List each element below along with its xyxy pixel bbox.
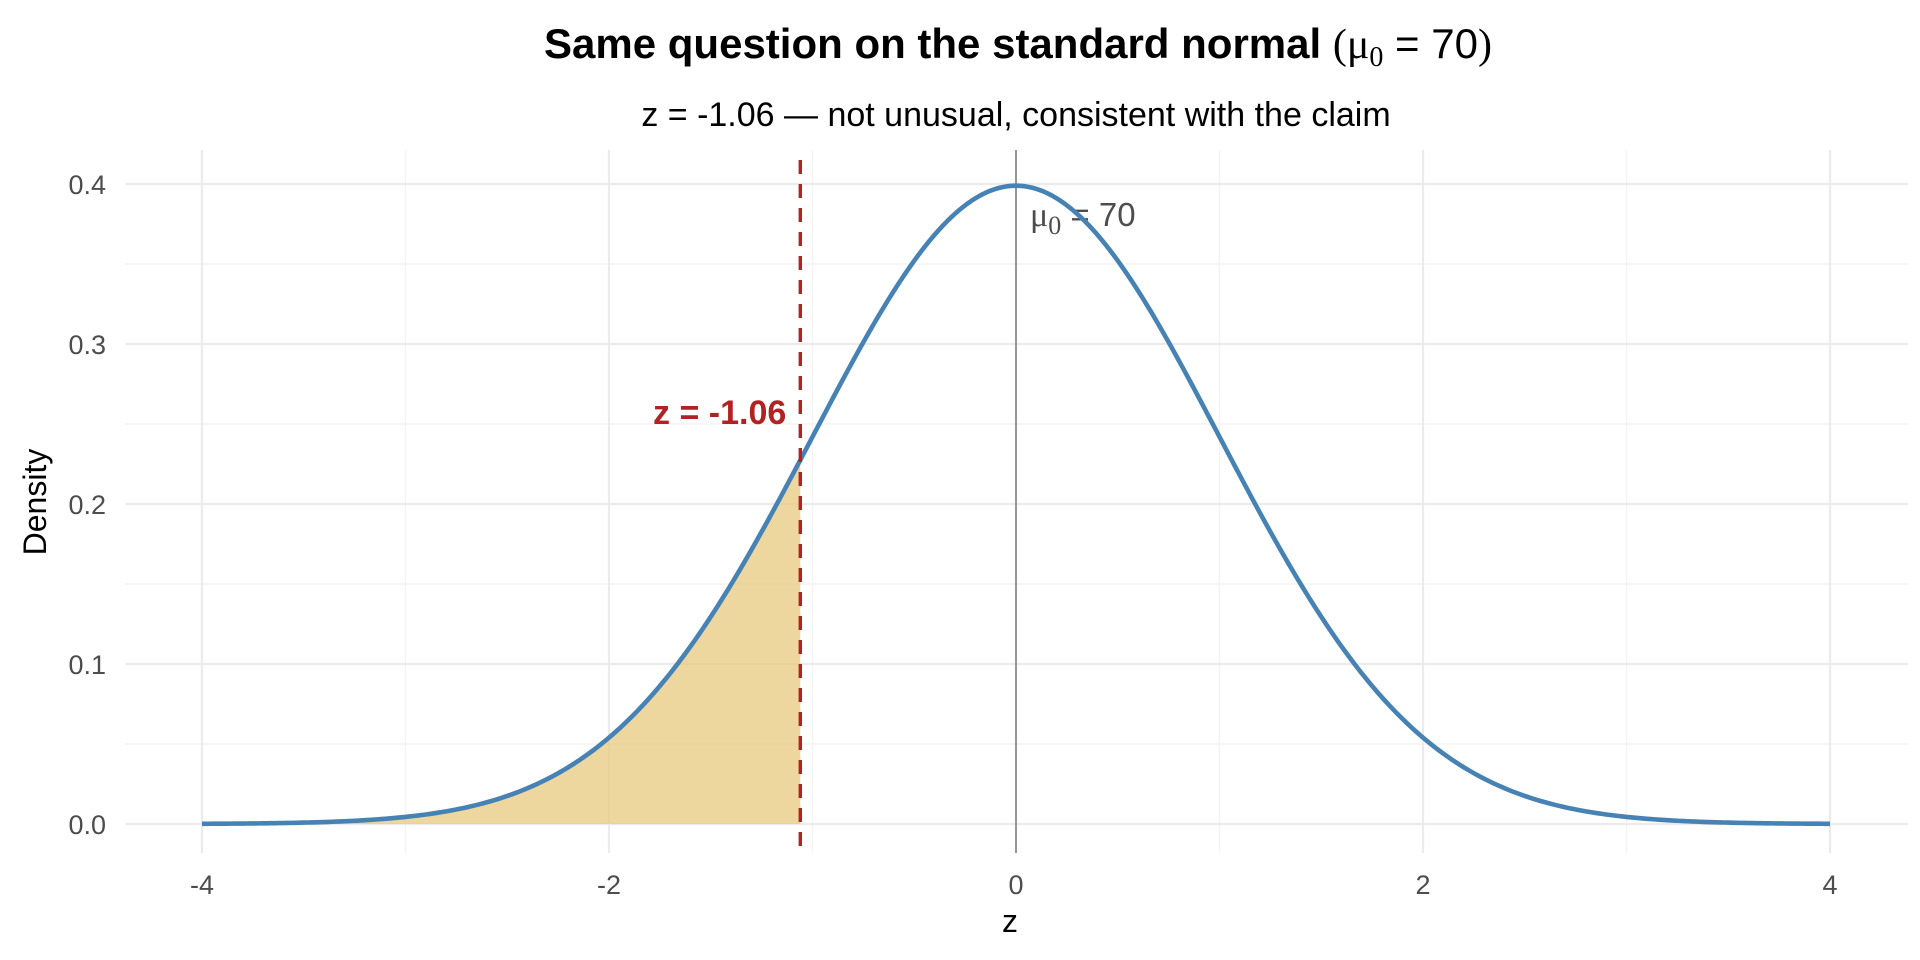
x-tick-label: -2 [597, 870, 621, 900]
chart-title: Same question on the standard normal (μ0… [544, 20, 1492, 73]
chart-subtitle: z = -1.06 — not unusual, consistent with… [641, 96, 1390, 134]
mean-label-symbol: μ [1030, 197, 1048, 234]
density-line [201, 183, 1831, 827]
x-tick-label: 0 [1008, 870, 1023, 900]
mean-label-value: = 70 [1061, 196, 1135, 233]
x-tick-label: 4 [1822, 870, 1837, 900]
x-axis-title: z [1002, 903, 1018, 939]
density-curve [201, 183, 1831, 827]
z-label: z = -1.06 [653, 394, 786, 432]
title-paren-close: ) [1478, 22, 1492, 68]
title-mu-subscript: 0 [1369, 42, 1383, 73]
shaded-tail-area [202, 460, 801, 824]
y-tick-label: 0.1 [68, 650, 106, 680]
y-axis-title: Density [17, 449, 53, 556]
y-tick-label: 0.4 [68, 170, 106, 200]
y-tick-label: 0.3 [68, 330, 106, 360]
title-mu-symbol: μ [1347, 22, 1370, 68]
z-reference: z = -1.06 [653, 160, 802, 853]
x-tick-label: 2 [1415, 870, 1430, 900]
y-tick-label: 0.2 [68, 490, 106, 520]
title-paren-open: ( [1333, 22, 1347, 68]
y-tick-label: 0.0 [68, 810, 106, 840]
mean-label: μ0 = 70 [1030, 196, 1136, 240]
title-mu-value: = 70 [1383, 20, 1478, 67]
x-tick-label: -4 [190, 870, 214, 900]
mean-label-subscript: 0 [1048, 211, 1061, 240]
tail-area-fill [202, 460, 801, 824]
mean-reference: μ0 = 70 [1015, 150, 1136, 853]
title-text: Same question on the standard normal [544, 20, 1333, 67]
tick-labels: -4 -2 0 2 4 0.0 0.1 0.2 0.3 0.4 [68, 170, 1837, 900]
